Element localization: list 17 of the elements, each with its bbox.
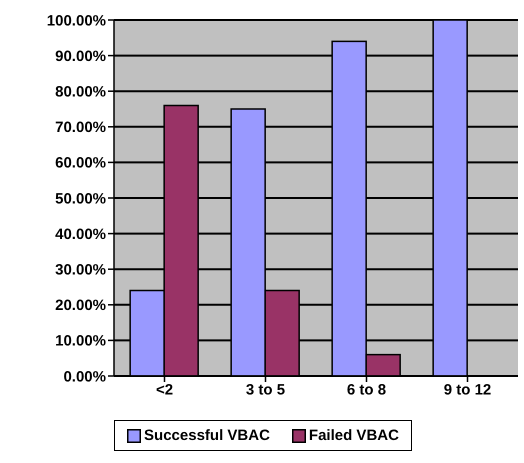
y-tick-label: 90.00% <box>55 48 106 65</box>
y-tick-label: 80.00% <box>55 84 106 101</box>
x-tick-label: 3 to 5 <box>246 382 286 399</box>
y-tick-label: 0.00% <box>63 368 106 386</box>
x-tick-label: 9 to 12 <box>444 382 492 399</box>
legend-label: Successful VBAC <box>144 427 270 444</box>
y-tick-label: 30.00% <box>55 262 106 279</box>
legend-label: Failed VBAC <box>308 427 399 444</box>
x-tick-label: 6 to 8 <box>346 382 386 399</box>
x-tick-label: <2 <box>156 382 174 399</box>
y-tick-label: 60.00% <box>55 154 106 172</box>
y-tick-label: 20.00% <box>55 297 106 314</box>
y-tick-label: 10.00% <box>55 332 106 350</box>
y-tick-label: 100.00% <box>46 12 106 30</box>
y-tick-label: 50.00% <box>55 190 106 208</box>
y-tick-label: 40.00% <box>55 226 106 243</box>
y-tick-label: 70.00% <box>55 119 106 136</box>
